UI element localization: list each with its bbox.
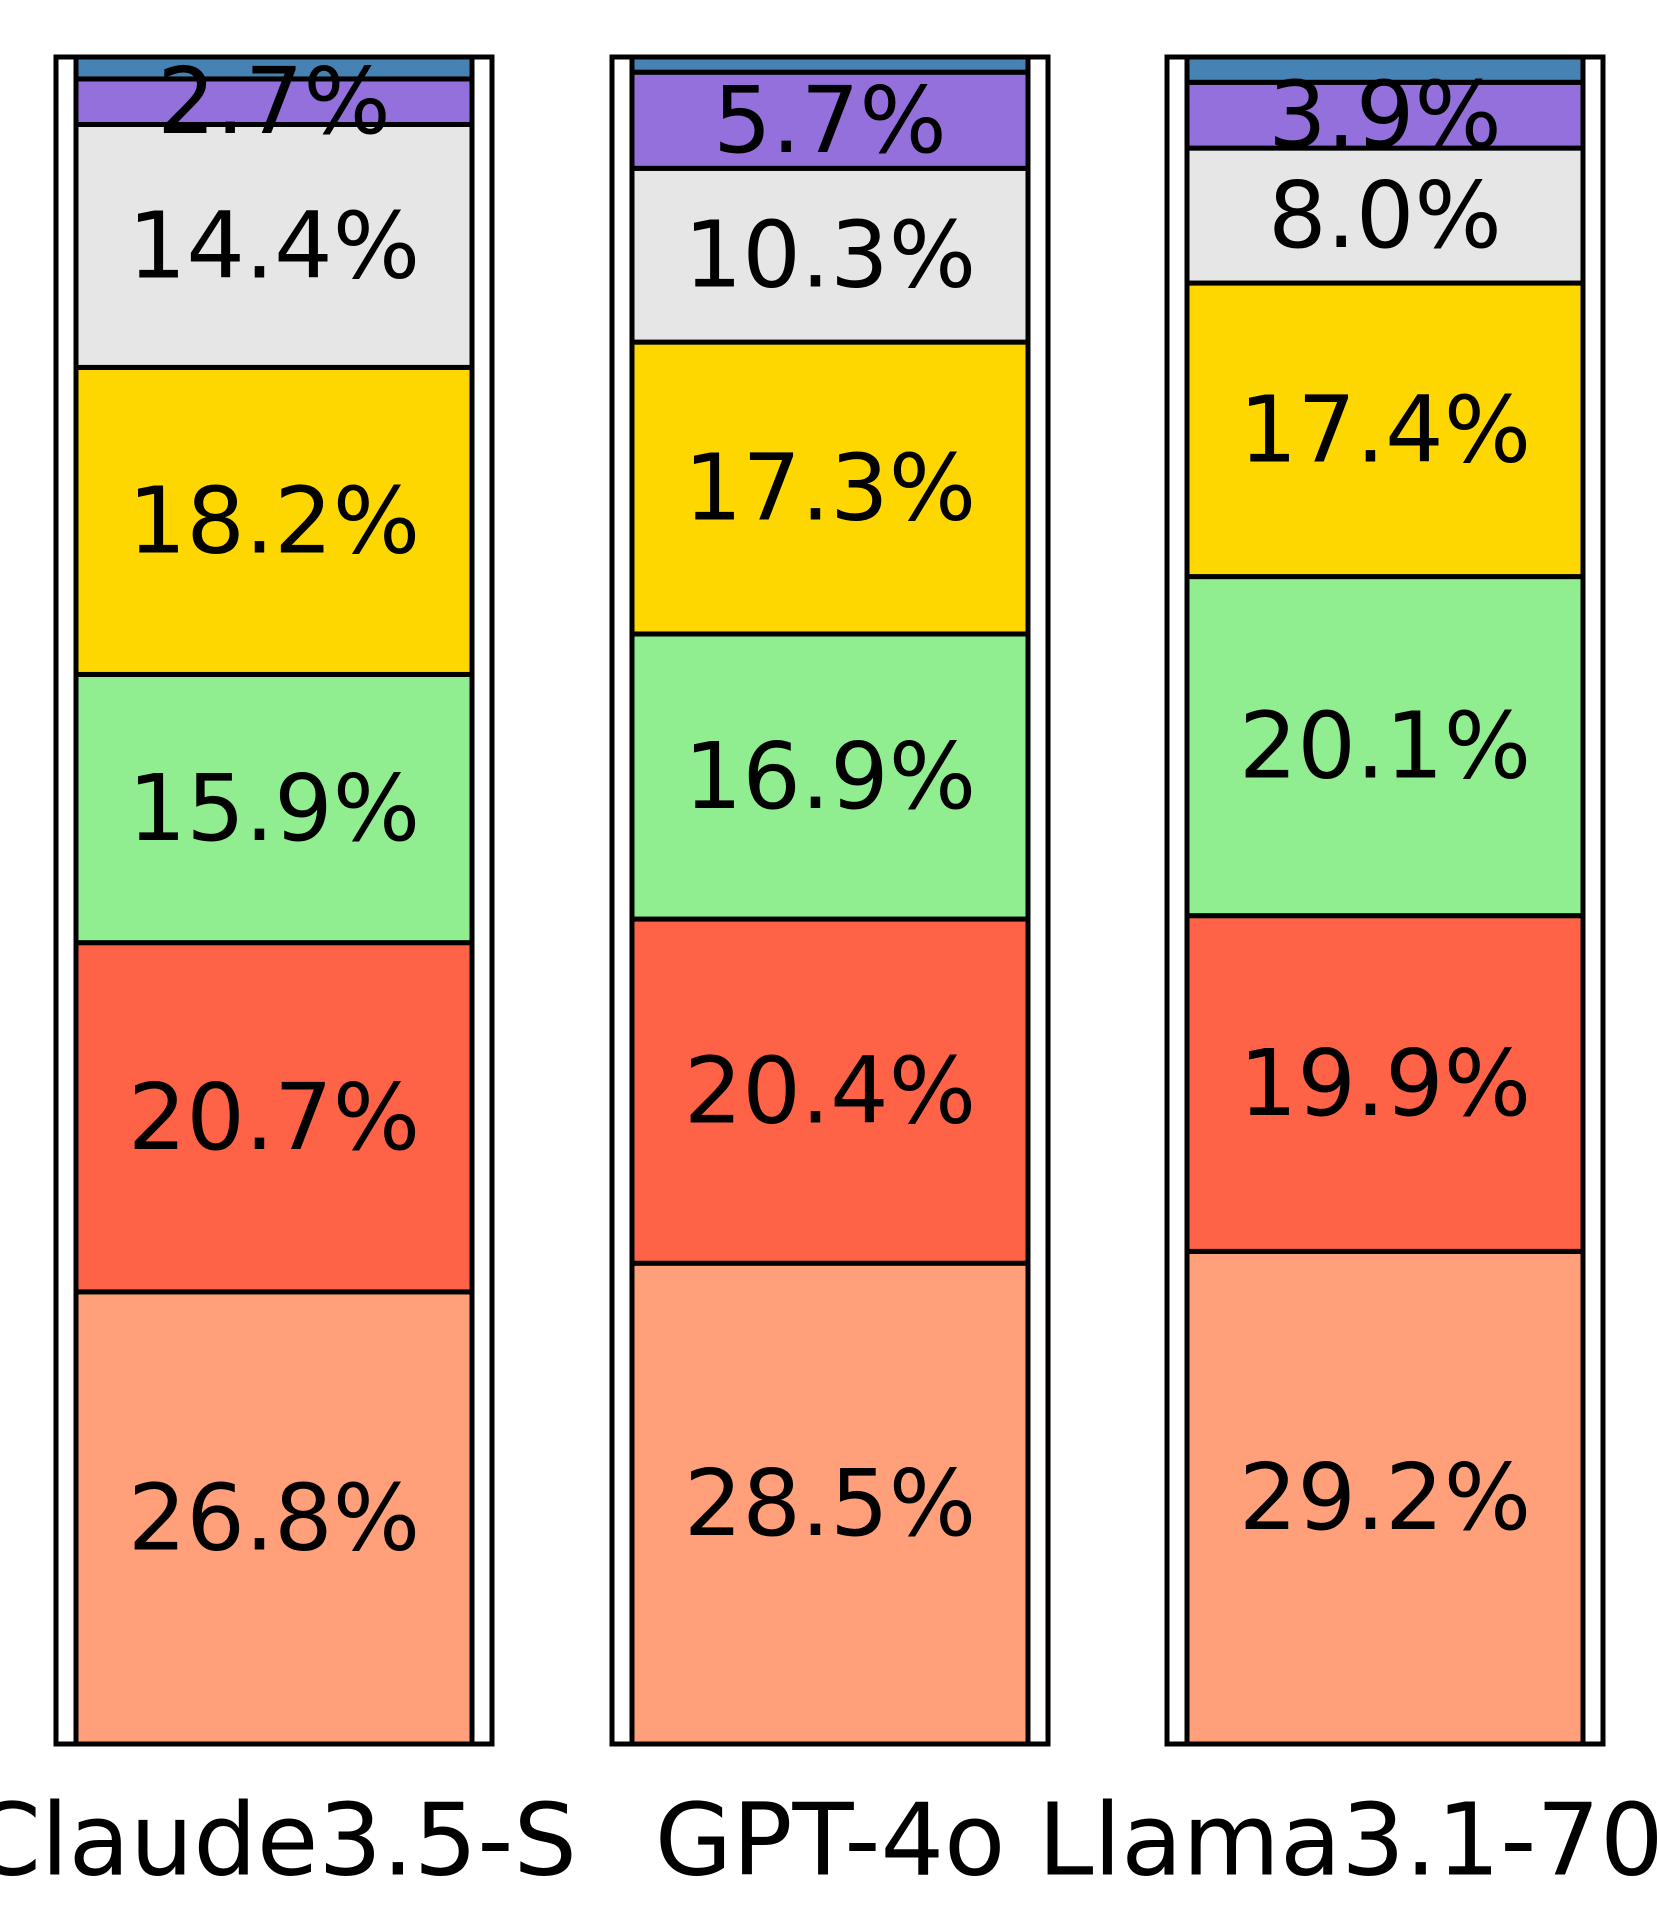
data-label-llama3-1-70b-5: 3.9% — [1268, 62, 1502, 169]
bar-segment-llama3-1-70b-0 — [1184, 1248, 1586, 1747]
data-label-gpt-4o-5: 5.7% — [713, 67, 947, 174]
bar-segment-gpt-4o-4 — [629, 165, 1031, 345]
data-label-claude3-5-s-1: 20.7% — [128, 1064, 420, 1171]
bar-segment-llama3-1-70b-5 — [1184, 79, 1586, 151]
bar-segment-gpt-4o-6 — [629, 54, 1031, 75]
data-label-llama3-1-70b-4: 8.0% — [1268, 162, 1502, 269]
data-label-llama3-1-70b-2: 20.1% — [1239, 693, 1531, 800]
data-label-gpt-4o-0: 28.5% — [684, 1450, 976, 1557]
bar-segment-llama3-1-70b-3 — [1184, 280, 1586, 580]
bar-segment-claude3-5-s-3 — [73, 364, 475, 677]
x-tick-label-claude3-5-s: Claude3.5-S — [0, 1782, 577, 1899]
data-label-claude3-5-s-3: 18.2% — [128, 467, 420, 574]
data-label-llama3-1-70b-1: 19.9% — [1239, 1030, 1531, 1137]
bar-segment-claude3-5-s-0 — [73, 1289, 475, 1747]
data-label-claude3-5-s-5: 2.7% — [157, 48, 391, 155]
data-label-claude3-5-s-4: 14.4% — [128, 192, 420, 299]
data-label-llama3-1-70b-3: 17.4% — [1239, 376, 1531, 483]
data-label-gpt-4o-1: 20.4% — [684, 1038, 976, 1145]
data-label-gpt-4o-4: 10.3% — [684, 202, 976, 309]
bar-segment-gpt-4o-3 — [629, 339, 1031, 637]
bar-segment-claude3-5-s-2 — [73, 671, 475, 946]
bar-segment-gpt-4o-2 — [629, 631, 1031, 922]
x-tick-label-llama3-1-70b: Llama3.1-70B — [1038, 1782, 1659, 1899]
bar-segment-llama3-1-70b-1 — [1184, 913, 1586, 1254]
data-label-gpt-4o-3: 17.3% — [684, 435, 976, 542]
bar-segment-claude3-5-s-6 — [73, 54, 475, 82]
bar-segment-llama3-1-70b-6 — [1184, 54, 1586, 85]
data-label-claude3-5-s-0: 26.8% — [128, 1464, 420, 1571]
bar-segment-gpt-4o-0 — [629, 1260, 1031, 1747]
data-label-llama3-1-70b-0: 29.2% — [1239, 1444, 1531, 1551]
data-label-claude3-5-s-2: 15.9% — [128, 755, 420, 862]
x-tick-label-gpt-4o: GPT-4o — [655, 1782, 1006, 1899]
bar-segment-claude3-5-s-5 — [73, 76, 475, 127]
data-label-gpt-4o-2: 16.9% — [684, 723, 976, 830]
bar-segment-claude3-5-s-4 — [73, 121, 475, 370]
